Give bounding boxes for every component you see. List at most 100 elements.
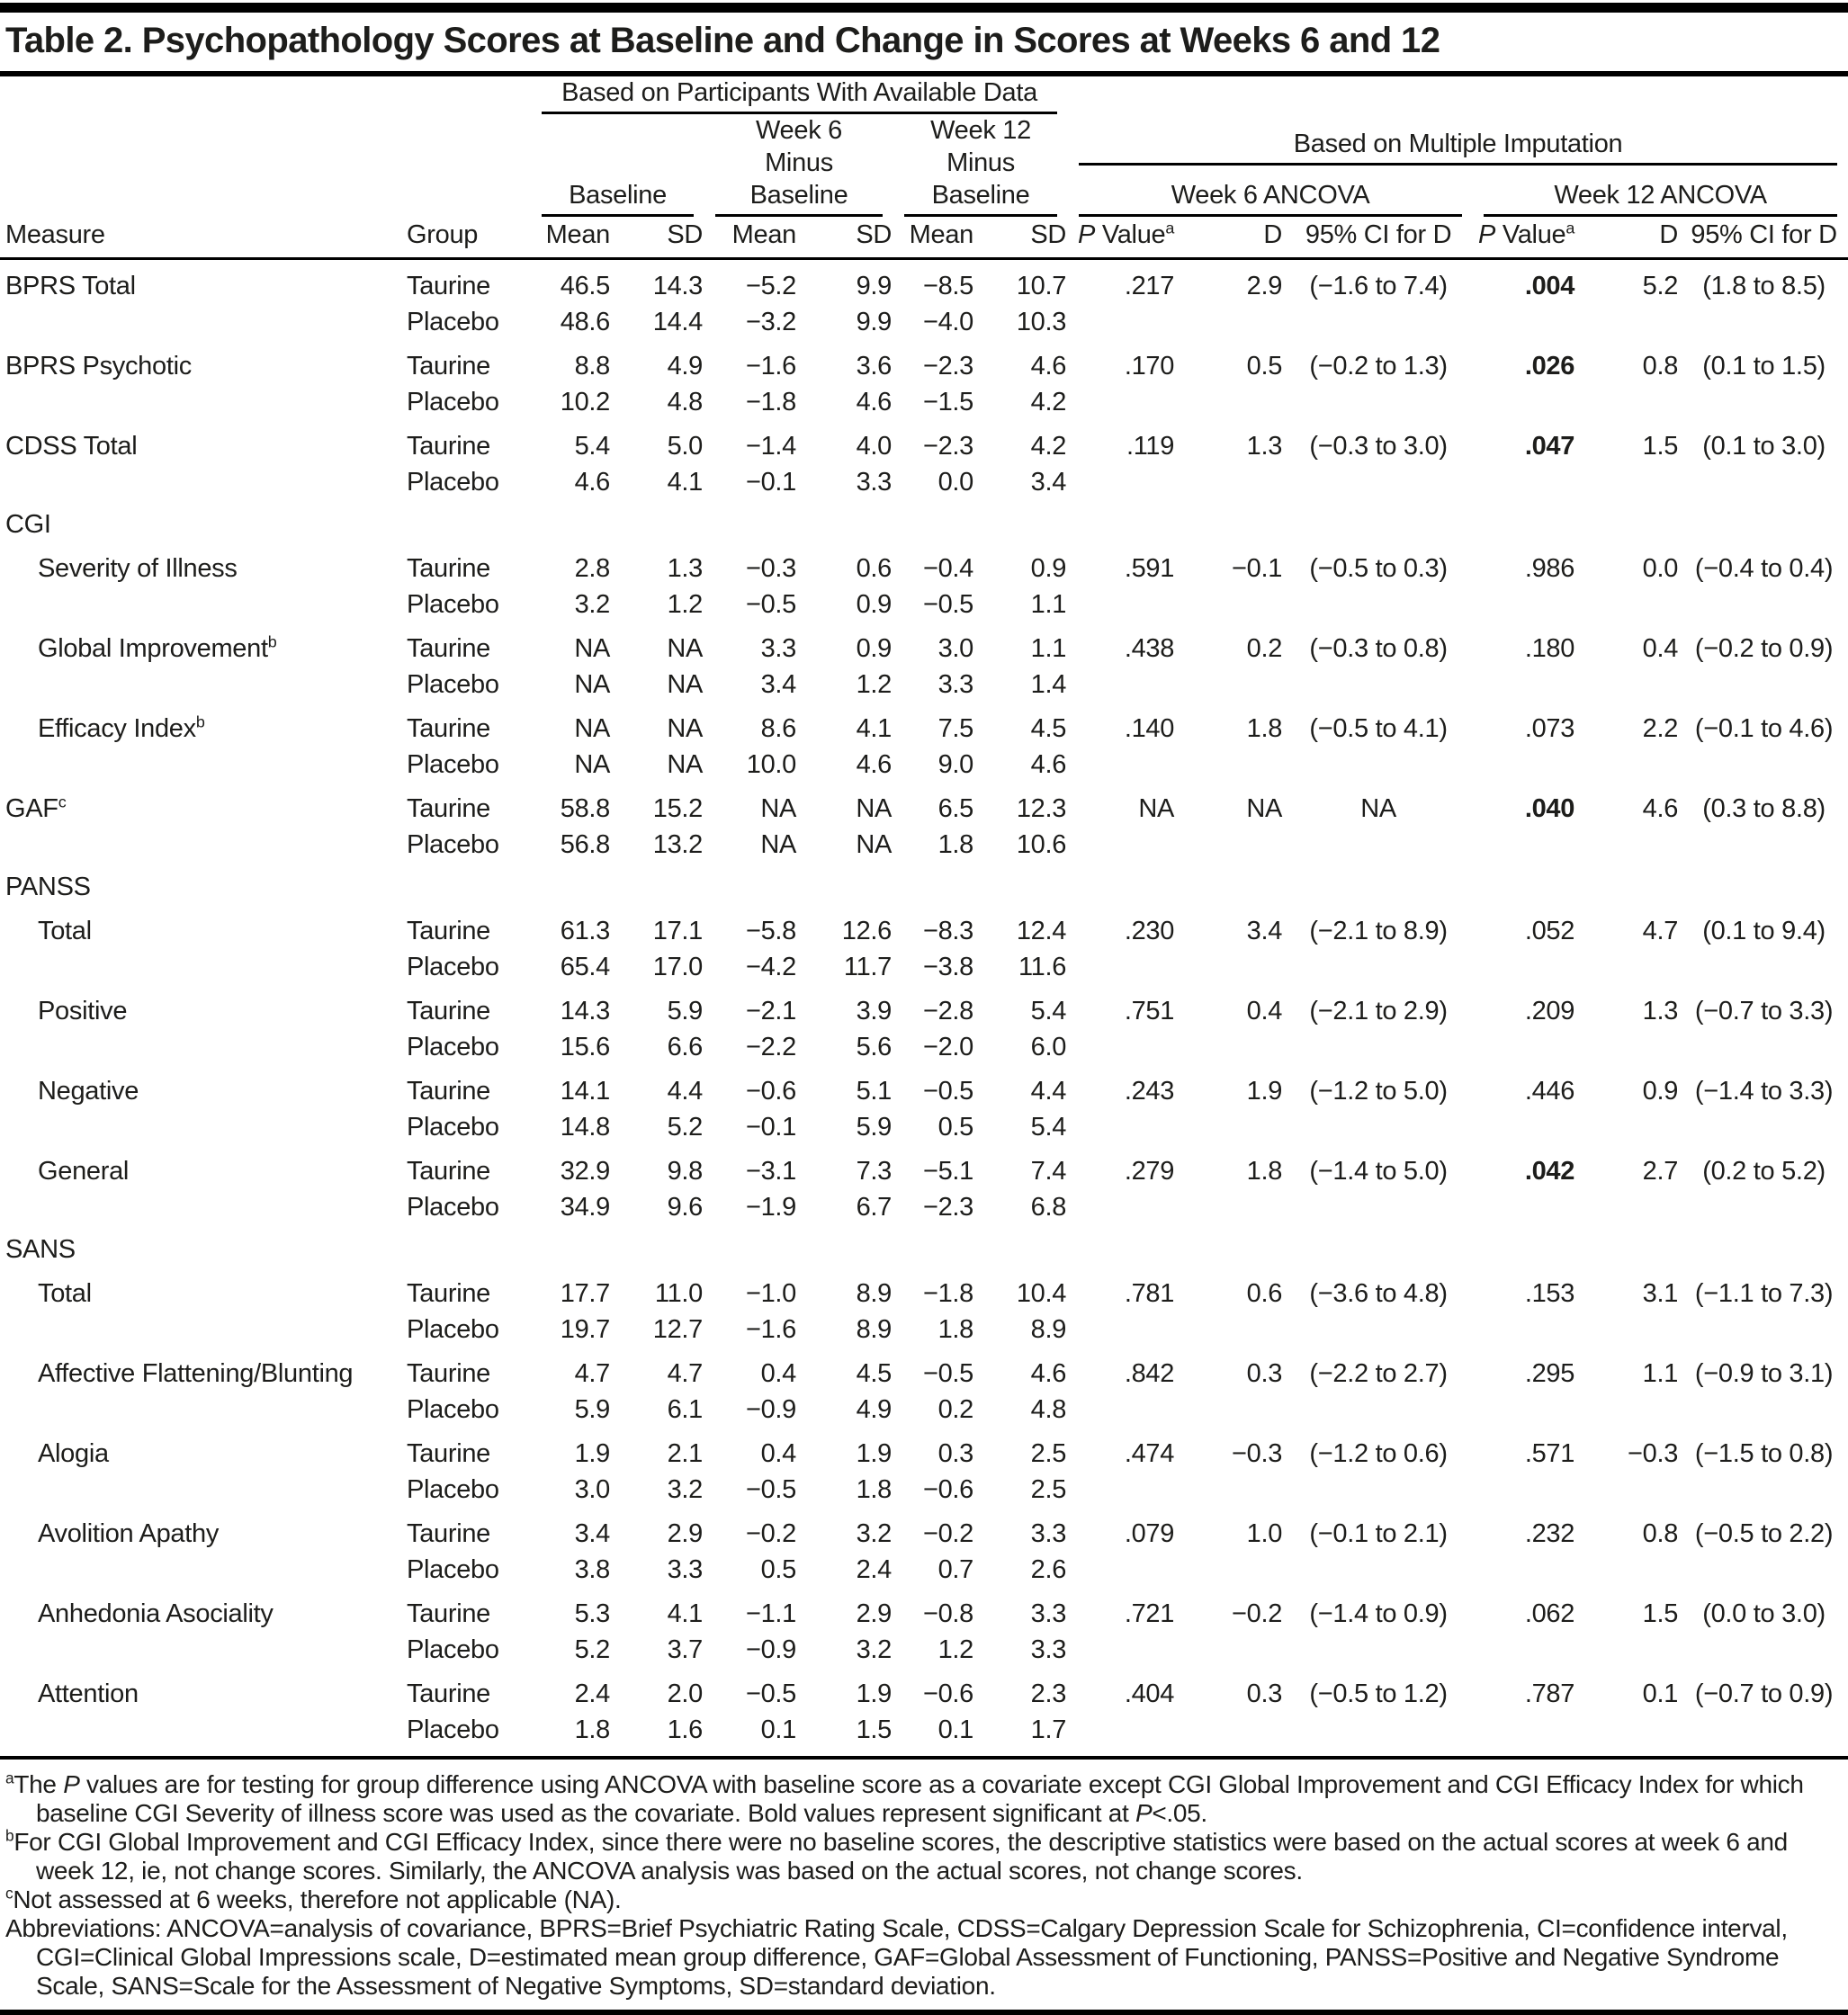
p-value-week12-empty [1473, 1109, 1576, 1145]
header-week6-minus-baseline: Week 6 Minus Baseline [704, 114, 893, 217]
mean-baseline: 14.8 [560, 1113, 611, 1142]
footnote-a: aThe P values are for testing for group … [5, 1769, 1804, 1827]
section-row: PANSS [0, 863, 1848, 905]
ci-week12: (−0.4 to 0.4) [1694, 554, 1834, 583]
p-value-week6-empty [1068, 1189, 1176, 1225]
mean-baseline: 3.0 [574, 1475, 611, 1504]
d-week12: 5.2 [1642, 272, 1679, 300]
measure-label-empty [0, 1552, 405, 1588]
mean-baseline: NA [574, 714, 610, 743]
col-ci-week12: 95% CI for D [1680, 217, 1848, 260]
ci-week6: (−0.5 to 1.2) [1309, 1679, 1448, 1708]
sd-week12-change: 10.6 [1016, 830, 1067, 859]
sd-week6-change: 1.9 [856, 1679, 893, 1708]
p-value-week6: .438 [1124, 634, 1175, 663]
d-week6-empty [1176, 1712, 1285, 1760]
sd-baseline: 14.4 [652, 308, 704, 336]
mean-week12-change: 0.7 [937, 1555, 974, 1584]
mean-week6-change: 0.1 [704, 1712, 798, 1760]
d-week6-empty [1176, 304, 1284, 340]
p-value-week12-empty [1473, 1632, 1576, 1668]
mean-baseline: 2.8 [574, 554, 611, 583]
d-week12: 4.6 [1642, 794, 1679, 823]
ci-week6: (−0.3 to 3.0) [1309, 432, 1448, 461]
header-spacer [0, 76, 531, 114]
sd-baseline: 4.8 [667, 388, 704, 416]
sd-week12-change: 4.6 [1030, 1359, 1067, 1388]
d-week12-empty [1576, 464, 1680, 500]
mean-week12-change: −4.0 [922, 308, 973, 336]
ci-week6-empty [1284, 304, 1473, 340]
d-week6-empty [1176, 1552, 1284, 1588]
mean-week12-change: −0.5 [922, 1077, 973, 1106]
p-value-week6: .591 [1124, 554, 1175, 583]
ci-week12: (0.1 to 1.5) [1702, 352, 1826, 381]
p-value-week6: .243 [1124, 1077, 1175, 1106]
sd-week12-change: 12.3 [1016, 794, 1067, 823]
group-label: Taurine [407, 794, 491, 823]
mean-week6-change: −1.1 [745, 1599, 796, 1628]
table-row: Placebo 3.2 1.2 −0.5 0.9 −0.5 1.1 [0, 587, 1848, 622]
sd-baseline: 11.0 [654, 1279, 703, 1308]
table-header: Based on Participants With Available Dat… [0, 76, 1848, 260]
measure-label-empty [0, 949, 405, 985]
d-week12-empty [1576, 827, 1680, 863]
mean-baseline: 32.9 [560, 1157, 611, 1186]
sd-week12-change: 4.8 [1030, 1395, 1067, 1424]
table-row: Total Taurine 17.7 11.0 −1.0 8.9 −1.8 10.4 .781 0… [0, 1267, 1848, 1312]
d-week6-empty [1176, 1392, 1284, 1428]
measure-label-empty [0, 827, 405, 863]
mean-week6-change: −0.9 [745, 1395, 796, 1424]
ci-week6-empty [1284, 827, 1473, 863]
ci-week12-empty [1680, 827, 1848, 863]
mean-week6-change: −5.8 [745, 917, 796, 945]
table-row: Avolition Apathy Taurine 3.4 2.9 −0.2 3.2 −0.2… [0, 1508, 1848, 1552]
mean-week6-change: −1.4 [745, 432, 796, 461]
d-week6: 0.2 [1246, 634, 1283, 663]
sd-week12-change: 1.7 [975, 1712, 1069, 1760]
d-week6: 0.6 [1246, 1279, 1283, 1308]
mean-week6-change: 0.5 [760, 1555, 797, 1584]
mean-baseline: 4.7 [574, 1359, 611, 1388]
table-title: Table 2. Psychopathology Scores at Basel… [0, 13, 1848, 76]
ci-week12-empty [1680, 667, 1848, 703]
d-week12: 4.7 [1642, 917, 1679, 945]
sd-week12-change: 1.4 [1030, 670, 1067, 699]
mean-week12-change: 7.5 [937, 714, 974, 743]
mean-week6-change: −0.9 [745, 1635, 796, 1664]
d-week6: 0.4 [1246, 997, 1283, 1025]
sd-week6-change: NA [856, 794, 892, 823]
measure-label: Negative [38, 1077, 139, 1106]
measure-label: Positive [38, 997, 128, 1025]
ci-week6: (−1.4 to 5.0) [1309, 1157, 1448, 1186]
group-label: Taurine [407, 1599, 491, 1628]
p-value-week6: .721 [1124, 1599, 1175, 1628]
group-label: Placebo [407, 953, 499, 981]
mean-baseline: 5.2 [574, 1635, 611, 1664]
p-value-week12-empty [1473, 587, 1576, 622]
mean-week12-change: −2.8 [922, 997, 973, 1025]
group-label: Taurine [407, 352, 491, 381]
p-value-week6-empty [1068, 1029, 1176, 1065]
d-week6: −0.3 [1232, 1439, 1283, 1468]
table-row: Efficacy Indexb Taurine NA NA 8.6 4.1 7.5 4.5 .1… [0, 703, 1848, 747]
sd-baseline: 17.0 [652, 953, 704, 981]
table-row: GAFc Taurine 58.8 15.2 NA NA 6.5 12.3 NA NA NA .040… [0, 783, 1848, 827]
col-mean-week6: Mean [704, 217, 798, 260]
col-d-week6: D [1176, 217, 1285, 260]
section-label: SANS [5, 1235, 76, 1264]
table-row: Positive Taurine 14.3 5.9 −2.1 3.9 −2.8 5.4 .751… [0, 985, 1848, 1029]
d-week12-empty [1576, 747, 1680, 783]
sd-baseline: 1.2 [667, 590, 704, 619]
p-value-week6: .079 [1124, 1519, 1175, 1548]
week6-minus-baseline-label: Week 6 Minus Baseline [715, 114, 883, 217]
d-week6-empty [1176, 1312, 1284, 1348]
top-rule [0, 3, 1848, 13]
table-row: BPRS Psychotic Taurine 8.8 4.9 −1.6 3.6 −2.3 4.… [0, 340, 1848, 384]
ci-week12-empty [1680, 1029, 1848, 1065]
sd-week12-change: 10.4 [1016, 1279, 1067, 1308]
table-row: Placebo 3.0 3.2 −0.5 1.8 −0.6 2.5 [0, 1472, 1848, 1508]
measure-label: Total [38, 917, 92, 945]
d-week6-empty [1176, 827, 1284, 863]
p-value-week12-empty [1473, 667, 1576, 703]
